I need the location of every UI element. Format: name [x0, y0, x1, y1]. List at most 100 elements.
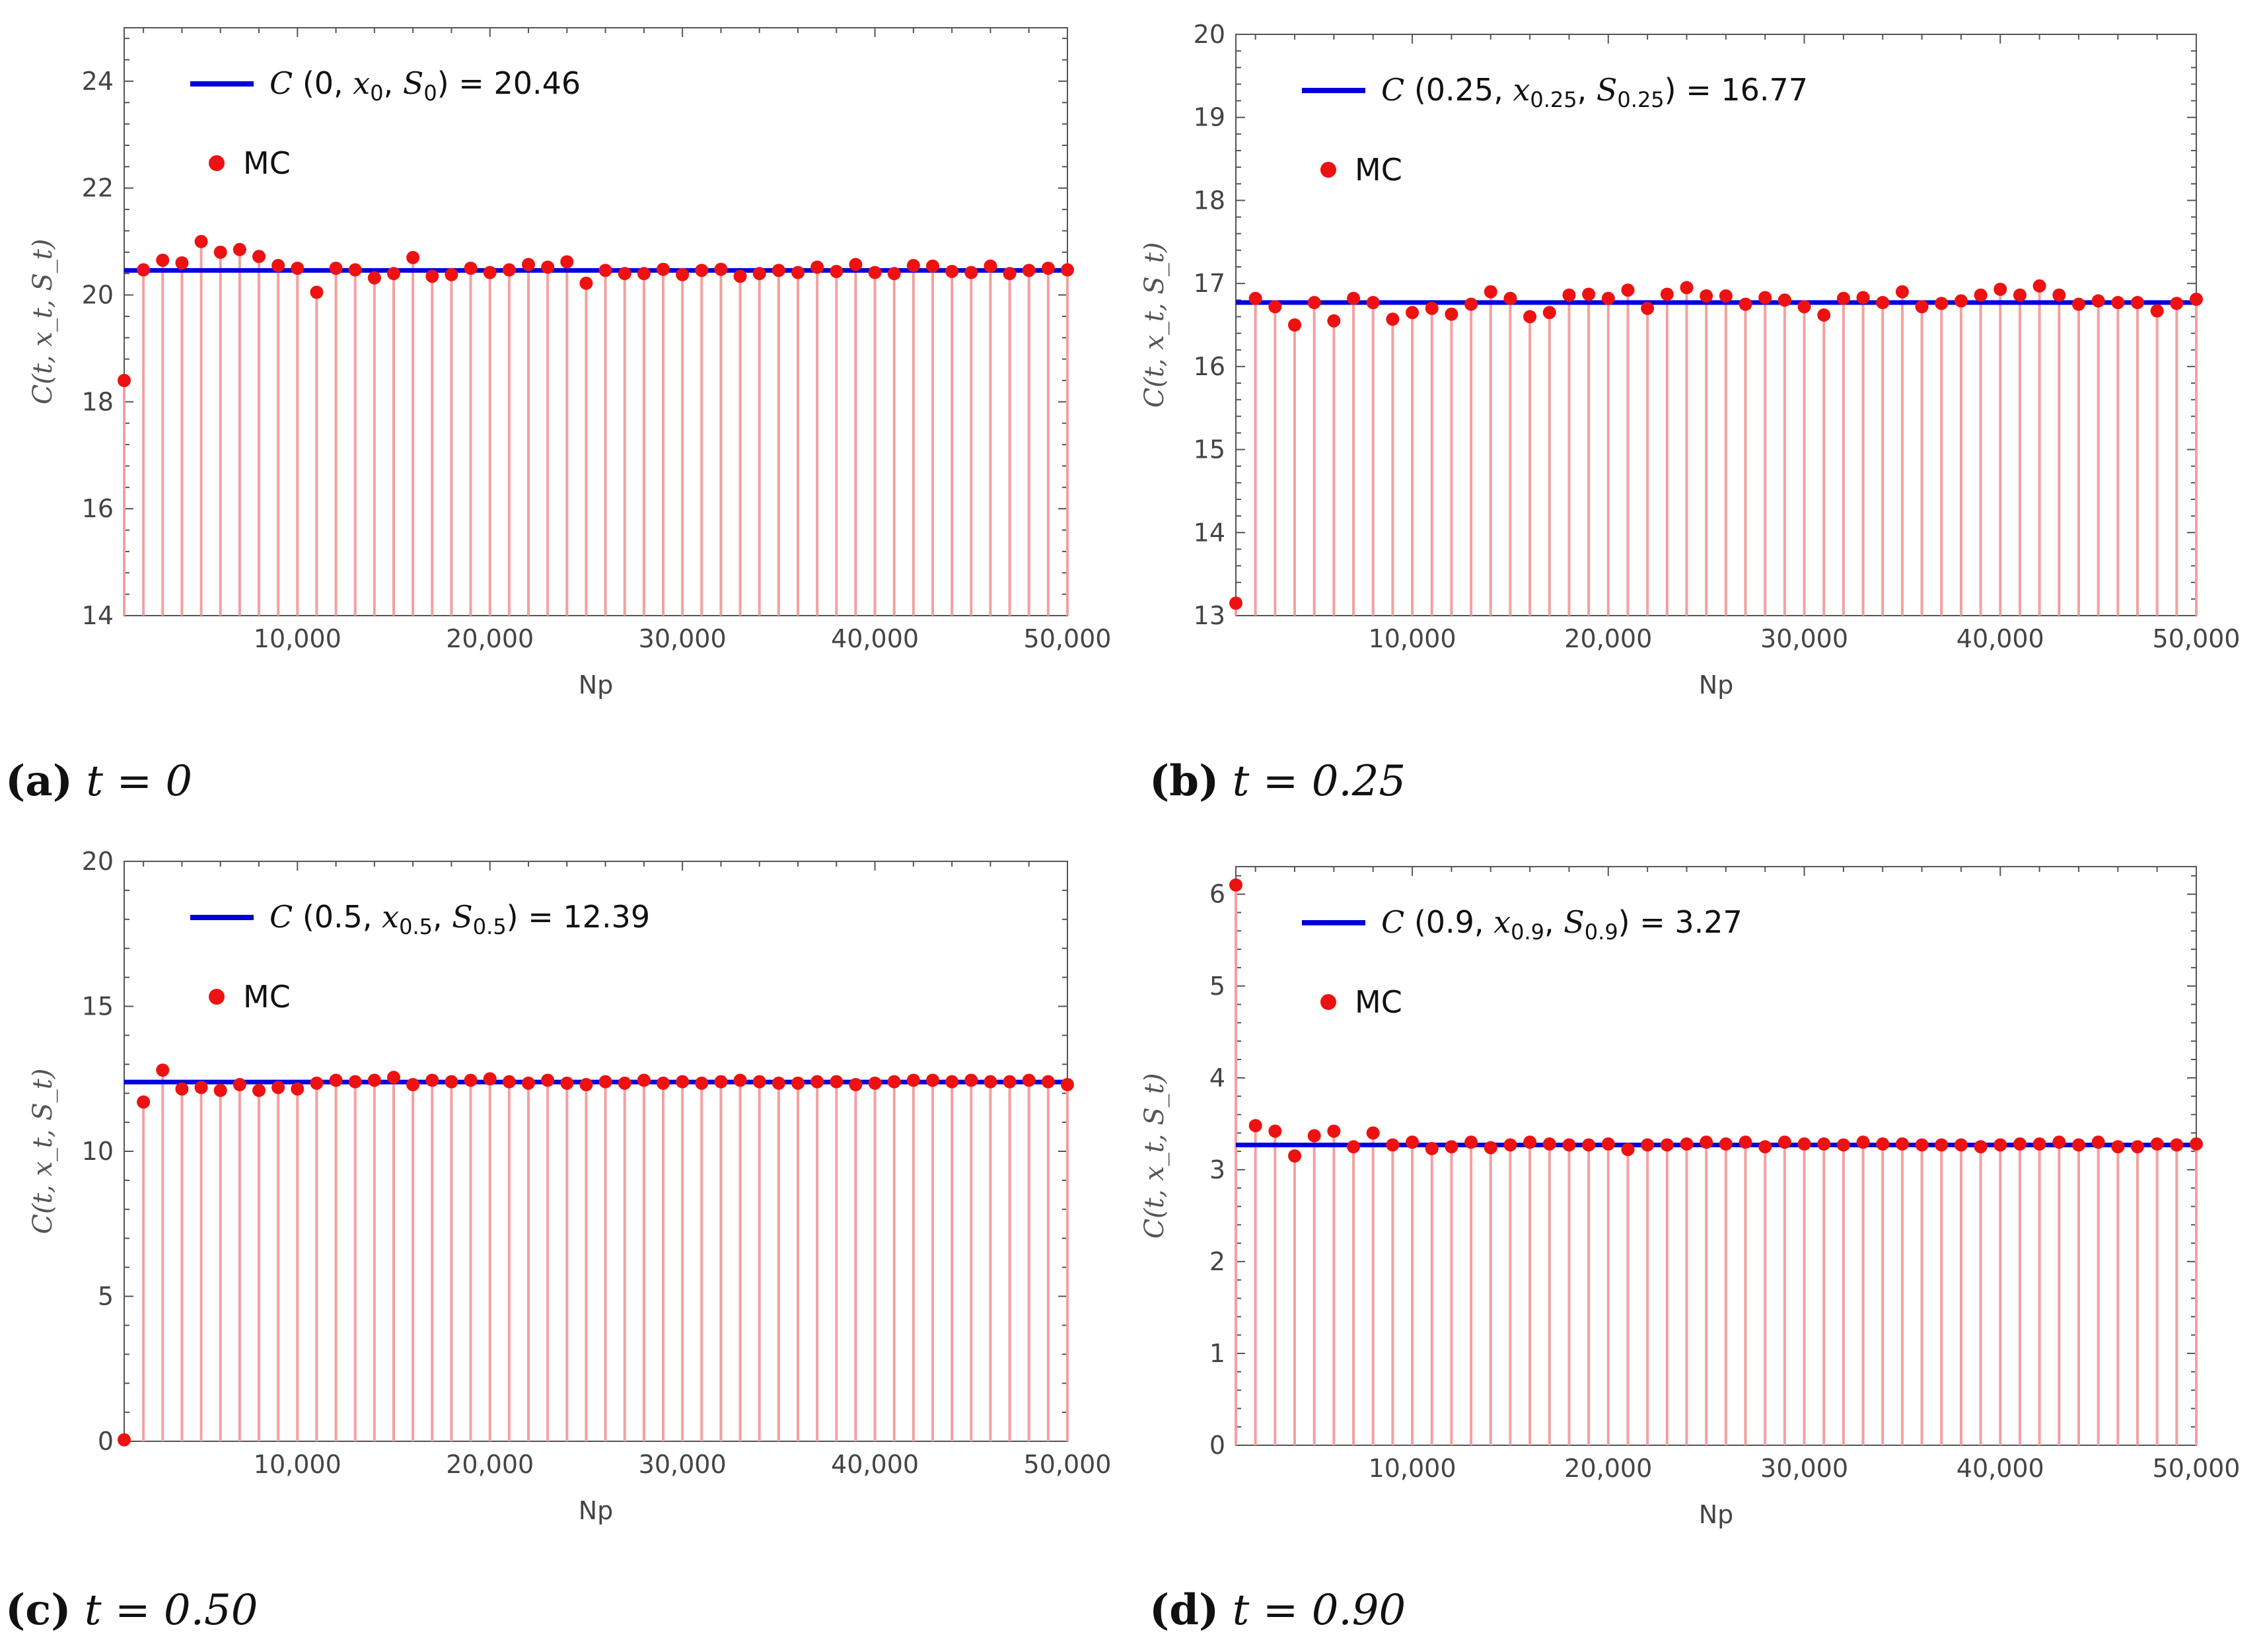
legend-reference-label: C (0.5, x0.5, S0.5) = 12.39	[269, 899, 650, 939]
mc-point	[502, 263, 516, 277]
mc-point	[1758, 1140, 1772, 1154]
mc-point	[1954, 294, 1968, 308]
mc-point	[810, 1075, 824, 1089]
mc-point	[868, 1076, 882, 1090]
y-tick-label: 18	[1194, 186, 1225, 215]
mc-point	[233, 1078, 246, 1092]
mc-point	[1817, 1137, 1831, 1151]
mc-point	[2091, 294, 2105, 308]
mc-point	[598, 264, 612, 277]
mc-point	[348, 263, 362, 277]
mc-point	[887, 1075, 901, 1089]
y-axis-label: C(t, x_t, S_t)	[1139, 1073, 1170, 1239]
mc-point	[1022, 1073, 1036, 1087]
x-tick-label: 40,000	[831, 1450, 919, 1479]
mc-point	[906, 259, 920, 273]
x-tick-label: 50,000	[2153, 1454, 2241, 1483]
mc-point	[464, 1073, 478, 1087]
y-axis-label: C(t, x_t, S_t)	[28, 239, 58, 405]
mc-point	[657, 262, 670, 276]
mc-point	[1621, 1143, 1635, 1157]
mc-point	[926, 259, 939, 273]
chart-panel-c: 0 5 10 15 20 10,000 20,000 30,000 40,000 50,000 Np…	[28, 847, 1111, 1525]
x-tick-label: 10,000	[1369, 624, 1456, 653]
mc-point	[1327, 314, 1341, 328]
mc-point	[406, 250, 420, 264]
mc-point	[579, 276, 593, 290]
y-tick-label: 3	[1209, 1155, 1225, 1184]
chart-panel-a: 14 16 18 20 22 24 10,000 20,000 30,000 40,000 50,0…	[28, 27, 1111, 700]
mc-point	[1582, 1138, 1596, 1152]
mc-point	[1994, 282, 2007, 296]
mc-point	[329, 262, 343, 275]
legend-mc-label: MC	[1355, 152, 1402, 188]
mc-point	[791, 266, 805, 279]
mc-point	[1464, 1135, 1478, 1149]
mc-point	[310, 1076, 324, 1090]
plot-frame	[1235, 34, 2197, 616]
mc-point	[483, 1072, 497, 1086]
mc-point	[1778, 293, 1791, 307]
mc-point	[367, 271, 381, 285]
mc-point	[1061, 263, 1074, 277]
mc-point	[1895, 1137, 1909, 1151]
legend-reference-label: C (0, x0, S0) = 20.46	[269, 65, 581, 106]
mc-point	[1003, 267, 1017, 281]
mc-point	[1562, 1138, 1576, 1152]
mc-point	[1248, 291, 1262, 305]
mc-point	[194, 1081, 208, 1095]
mc-point	[676, 268, 690, 281]
mc-point	[1425, 301, 1439, 315]
mc-point	[1562, 288, 1576, 302]
mc-point	[1660, 1138, 1674, 1152]
mc-point	[2091, 1135, 2105, 1149]
mc-point	[1856, 1135, 1870, 1149]
mc-point	[1739, 297, 1752, 311]
mc-point	[2052, 1135, 2066, 1149]
mc-point	[118, 374, 131, 387]
mc-point	[1680, 281, 1694, 295]
mc-point	[1797, 1137, 1811, 1151]
mc-point	[1641, 301, 1655, 315]
mc-point	[2032, 1137, 2046, 1151]
mc-point	[271, 259, 285, 273]
mc-point	[772, 264, 785, 277]
mc-point	[1601, 1137, 1615, 1151]
mc-point	[1445, 1140, 1458, 1154]
mc-point	[1876, 1137, 1890, 1151]
mc-point	[1876, 296, 1890, 310]
y-tick-label: 19	[1194, 103, 1225, 132]
mc-point	[1719, 289, 1733, 303]
legend-mc-label: MC	[243, 979, 291, 1015]
mc-point	[2013, 288, 2027, 302]
mc-point	[137, 263, 151, 277]
mc-point	[2071, 1138, 2085, 1152]
x-tick-label: 40,000	[831, 624, 919, 653]
mc-point	[1542, 1137, 1556, 1151]
mc-point	[810, 260, 824, 274]
mc-point	[522, 1076, 535, 1090]
mc-point	[1758, 291, 1772, 305]
mc-point	[310, 285, 324, 299]
y-tick-label: 22	[82, 174, 114, 203]
mc-point	[2150, 304, 2164, 318]
mc-point	[695, 1076, 709, 1090]
mc-point	[502, 1075, 516, 1089]
mc-point	[175, 1082, 189, 1096]
mc-point	[156, 253, 170, 267]
mc-point	[137, 1095, 151, 1109]
mc-point	[1974, 288, 1988, 302]
mc-point	[772, 1076, 785, 1090]
x-tick-label: 30,000	[1760, 624, 1848, 653]
mc-point	[387, 1071, 400, 1085]
mc-point	[348, 1075, 362, 1089]
y-tick-label: 5	[1209, 972, 1225, 1001]
mc-point	[1366, 1126, 1380, 1140]
mc-point	[445, 268, 458, 281]
mc-point	[945, 264, 959, 278]
legend-point-swatch	[209, 989, 225, 1005]
mc-point	[926, 1073, 939, 1087]
mc-point	[1445, 307, 1458, 321]
mc-point	[252, 1083, 266, 1097]
